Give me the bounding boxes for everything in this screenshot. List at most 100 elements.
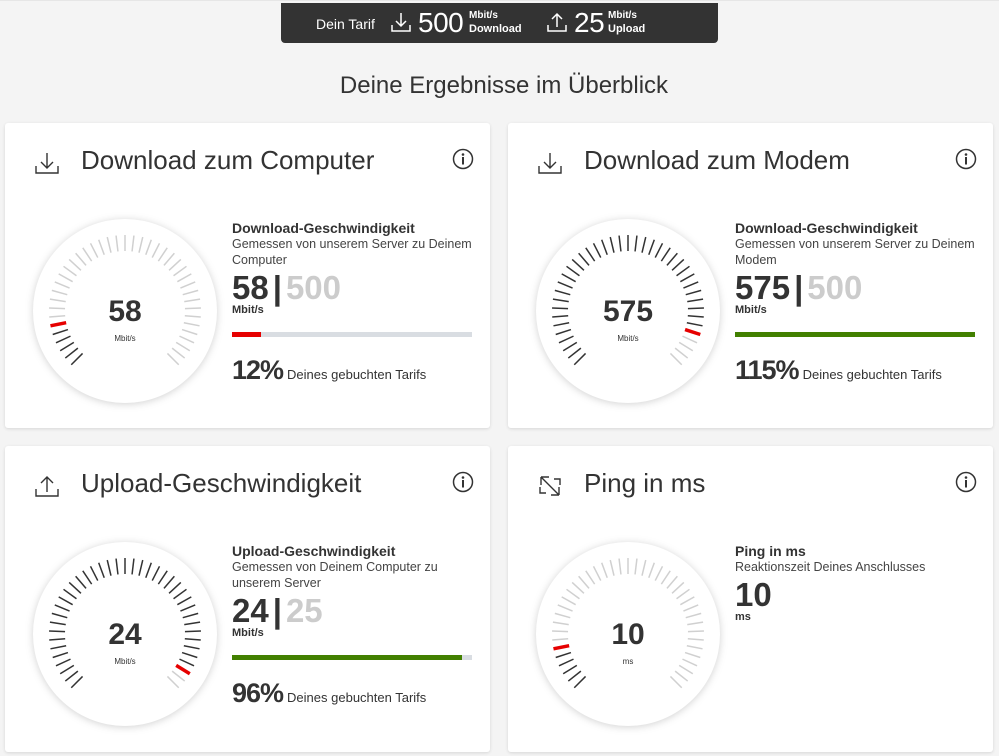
gauge-tick — [592, 242, 602, 258]
gauge-tick — [682, 335, 698, 344]
stat-subtitle: Gemessen von unserem Server zu Deinem Co… — [232, 237, 472, 267]
gauge-tick — [648, 239, 656, 255]
value-separator: | — [794, 269, 804, 306]
stat-heading: Upload-Geschwindigkeit — [232, 543, 396, 559]
gauge-tick — [51, 289, 68, 296]
gauge-tick — [552, 298, 569, 303]
percent-text: Deines gebuchten Tarifs — [802, 367, 942, 382]
stats-panel: Download-Geschwindigkeit Gemessen von un… — [232, 220, 477, 386]
gauge-tick — [75, 575, 87, 589]
gauge-tick — [49, 621, 66, 626]
gauge-unit: ms — [623, 657, 634, 666]
percent-value: 96% — [232, 678, 284, 708]
gauge-tick — [49, 298, 66, 303]
gauge-tick — [106, 559, 112, 576]
gauge-unit: Mbit/s — [114, 657, 135, 666]
gauge-tick — [618, 558, 622, 575]
gauge-tick — [674, 670, 689, 682]
gauge-tick — [176, 273, 192, 283]
measured-value: 24 — [232, 592, 269, 629]
gauge-tick — [138, 236, 144, 253]
gauge-tick — [70, 352, 84, 366]
gauge-tick — [63, 265, 77, 277]
gauge-tick — [666, 252, 678, 266]
gauge-tick — [683, 604, 699, 612]
value-unit: Mbit/s — [735, 304, 767, 316]
tariff-max-value: 500 — [807, 269, 863, 306]
speed-gauge: 575 Mbit/s — [533, 216, 723, 406]
gauge-tick — [183, 321, 200, 327]
tarif-banner: Dein Tarif 500 Mbit/s Download 25 Mbit/s… — [281, 3, 718, 43]
gauge-tick — [173, 265, 187, 277]
stats-panel: Upload-Geschwindigkeit Gemessen von Dein… — [232, 543, 477, 709]
gauge-tick — [59, 664, 75, 675]
percent-value: 12% — [232, 355, 284, 385]
gauge-tick — [571, 258, 585, 271]
gauge-tick — [89, 565, 99, 581]
stat-subtitle: Gemessen von Deinem Computer zu unserem … — [232, 560, 438, 590]
tariff-max-value: 500 — [285, 269, 342, 306]
percent-row: 96% Deines gebuchten Tarifs — [232, 678, 477, 709]
upload-icon — [35, 476, 59, 497]
stat-subtitle: Reaktionszeit Deines Anschlusses — [735, 560, 926, 574]
gauge-tick — [554, 612, 571, 619]
value-unit: ms — [735, 611, 751, 623]
gauge-tick — [557, 281, 573, 289]
gauge-tick — [654, 242, 664, 258]
gauge-tick — [173, 588, 187, 600]
gauge-tick — [59, 341, 75, 352]
download-icon — [538, 153, 562, 174]
value-separator: | — [272, 269, 282, 306]
gauge-tick — [682, 658, 698, 667]
gauge-tick — [660, 570, 671, 585]
gauge-tick — [63, 588, 77, 600]
gauge-tick — [49, 307, 66, 310]
info-icon[interactable] — [955, 148, 977, 170]
tariff-max-value: 25 — [285, 592, 323, 629]
gauge-tick — [660, 247, 671, 262]
gauge-tick — [566, 265, 580, 277]
ping-arrows-icon — [539, 476, 561, 496]
gauge-tick — [176, 596, 192, 606]
gauge-tick — [184, 298, 201, 303]
stats-panel: Download-Geschwindigkeit Gemessen von un… — [735, 220, 980, 386]
tarif-upload-label: Upload — [608, 23, 646, 35]
gauge-tick — [567, 347, 582, 359]
gauge-tick — [552, 621, 569, 626]
card-ping: Ping in ms 10 ms Ping in ms Reaktionszei… — [508, 446, 993, 752]
gauge-unit: Mbit/s — [114, 334, 135, 343]
gauge-tick — [679, 596, 695, 606]
stats-panel: Ping in ms Reaktionszeit Deines Anschlus… — [735, 543, 980, 623]
gauge-tick — [552, 314, 569, 318]
gauge-tick — [686, 644, 703, 650]
gauge-tick — [52, 328, 69, 336]
gauge-tick — [166, 675, 180, 689]
info-icon[interactable] — [452, 471, 474, 493]
gauge-unit: Mbit/s — [617, 334, 638, 343]
gauge-tick — [75, 252, 87, 266]
gauge-tick — [168, 258, 182, 271]
gauge-tick — [184, 637, 201, 641]
gauge-tick — [685, 612, 702, 619]
gauge-tick — [552, 637, 569, 641]
download-icon — [391, 13, 411, 32]
speed-value: 58 | 500 — [232, 270, 477, 306]
gauge-tick — [669, 675, 683, 689]
gauge-dial: 575 Mbit/s — [536, 219, 720, 403]
gauge-tick — [68, 258, 82, 271]
gauge-tick — [183, 644, 200, 650]
tarif-download-unit: Mbit/s — [469, 10, 498, 21]
gauge-tick — [171, 670, 186, 682]
gauge-tick — [567, 670, 582, 682]
info-icon[interactable] — [452, 148, 474, 170]
gauge-tick — [82, 247, 93, 262]
tarif-upload-value: 25 — [574, 7, 605, 38]
tarif-label: Dein Tarif — [316, 16, 375, 32]
gauge-tick — [687, 637, 704, 641]
gauge-tick — [573, 352, 587, 366]
info-icon[interactable] — [955, 471, 977, 493]
card-upload: Upload-Geschwindigkeit 24 Mbit/s Upload-… — [5, 446, 490, 752]
gauge-tick — [58, 596, 74, 606]
gauge-needle-tick — [684, 327, 701, 337]
gauge-tick — [184, 307, 201, 310]
